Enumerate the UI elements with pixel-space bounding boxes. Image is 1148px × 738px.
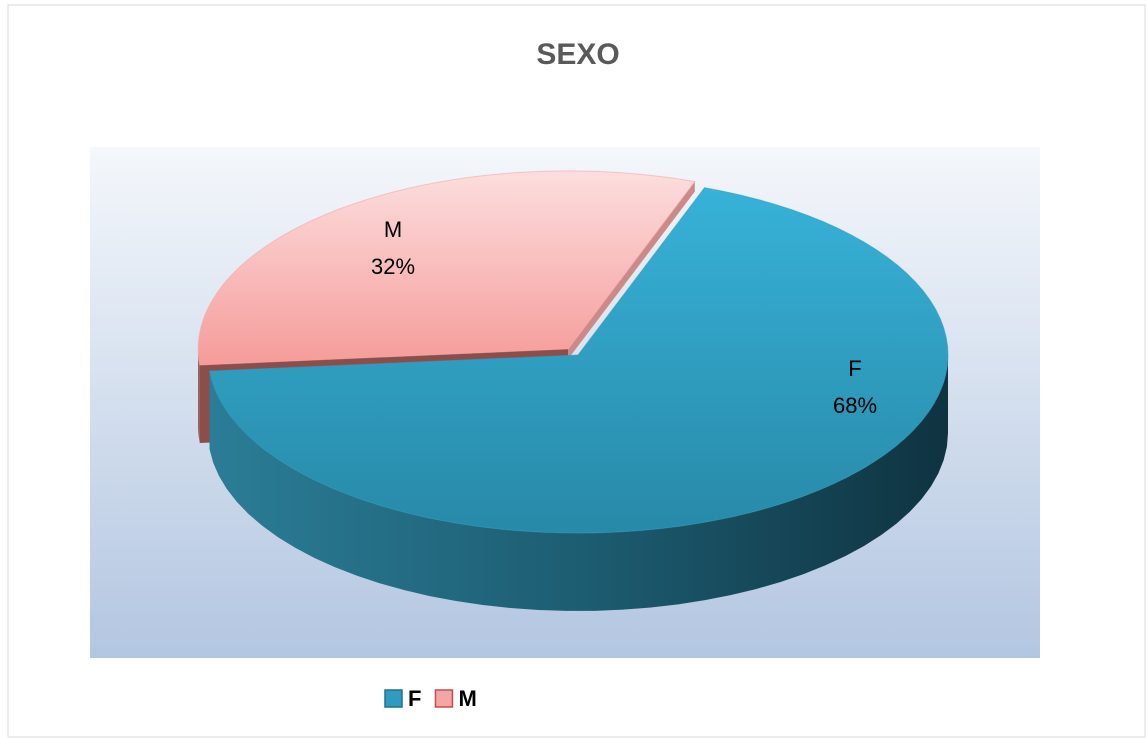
pie-side	[209, 355, 948, 611]
pie-side	[198, 348, 200, 444]
pie-top	[197, 170, 696, 366]
legend-label: F	[408, 686, 421, 711]
data-label: 68%	[833, 393, 877, 418]
legend-label: M	[458, 686, 476, 711]
pie-cut	[568, 181, 695, 359]
pie-slice	[208, 187, 949, 611]
chart-title: SEXO	[536, 38, 619, 71]
data-label-category: M	[384, 217, 402, 242]
data-label-category: F	[848, 356, 861, 381]
data-label: 32%	[371, 254, 415, 279]
legend-swatch	[434, 689, 454, 708]
legend-swatch	[384, 689, 403, 708]
pie-top	[208, 187, 949, 534]
